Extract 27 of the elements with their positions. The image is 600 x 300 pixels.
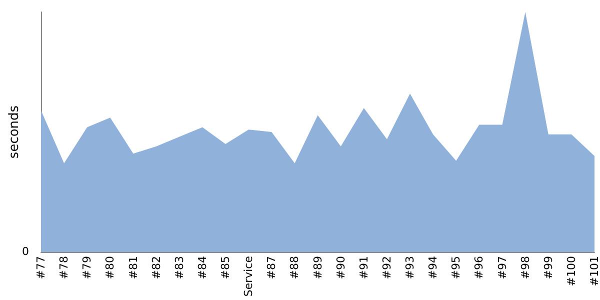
x-tick-label: #101 [588,256,600,286]
x-tick-label: #95 [450,256,463,280]
y-axis-title: seconds [7,105,22,159]
x-tick-label: #83 [172,256,186,280]
x-tick-label: #96 [472,256,486,280]
x-tick-label: #80 [104,256,117,280]
x-tick-label: #89 [311,256,324,280]
x-tick-label: Service [242,256,256,297]
x-tick-label: #94 [426,256,440,280]
x-tick-label: #85 [219,256,232,280]
x-tick-label: #79 [80,256,94,280]
x-tick-label: #93 [404,256,416,280]
x-tick-label: #98 [518,256,532,280]
x-tick-label: #77 [34,256,48,280]
x-tick-label: #81 [126,256,140,280]
x-tick-label: #90 [334,256,348,280]
x-tick-label: #87 [265,256,278,280]
x-tick-label: #84 [196,256,209,280]
x-tick-label: #99 [542,256,555,280]
x-tick-label: #78 [58,256,71,280]
x-tick-label: #91 [357,256,370,280]
x-tick-label: #97 [496,256,509,280]
x-tick-label: #82 [150,256,163,280]
text: 0 [22,245,29,258]
x-tick-label: #100 [564,256,578,286]
x-tick-label: #88 [288,256,302,280]
x-tick-label: #92 [380,256,394,280]
